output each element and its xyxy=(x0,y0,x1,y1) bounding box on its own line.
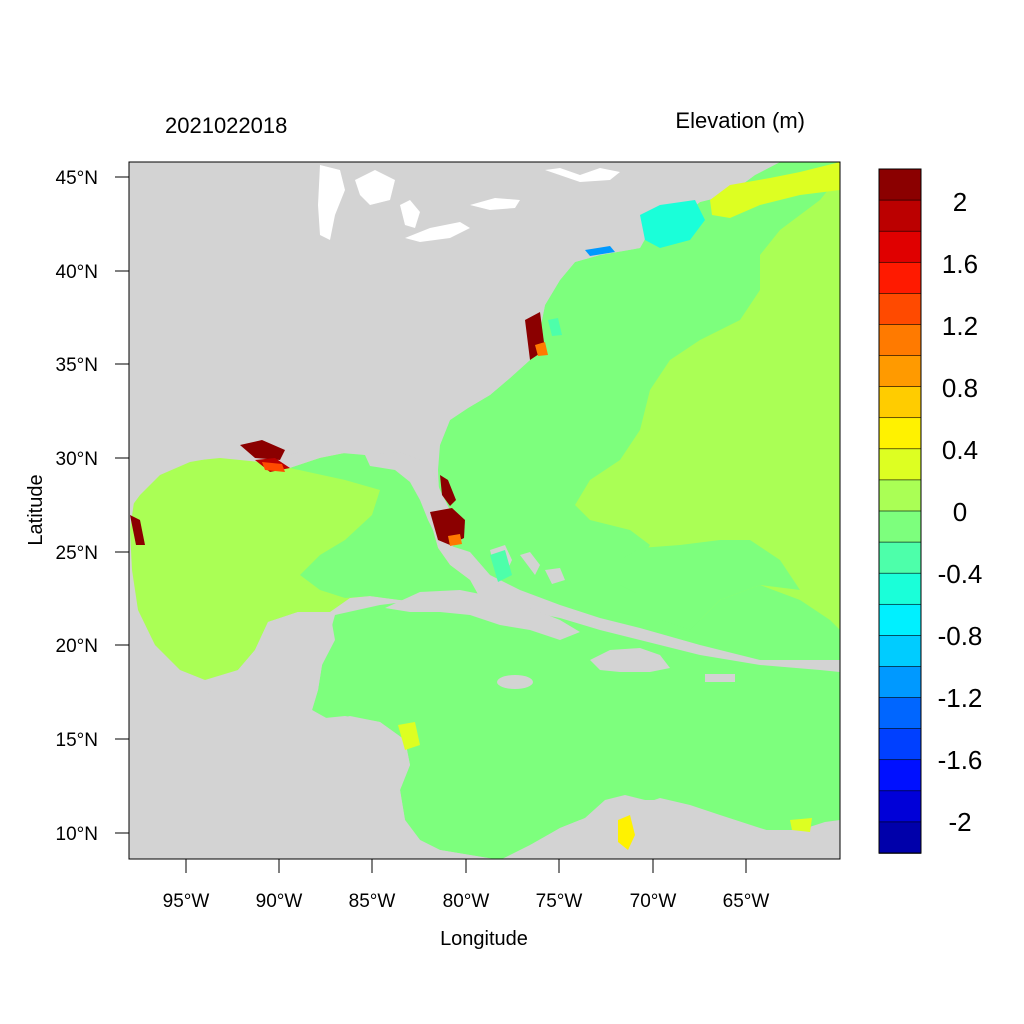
honduras-anomaly xyxy=(398,722,420,750)
colorbar-swatch xyxy=(878,510,922,543)
colorbar-label: -1.6 xyxy=(938,745,983,775)
gulf-northeast-zone xyxy=(290,452,480,602)
colorbar xyxy=(878,168,922,854)
nova-scotia-anomaly xyxy=(710,162,840,218)
x-axis-label: Longitude xyxy=(440,928,528,950)
x-tick-label: 70°W xyxy=(630,891,677,912)
cuba-land xyxy=(385,590,580,640)
y-tick-label: 20°N xyxy=(56,636,98,657)
bahamas-bank-anomaly xyxy=(490,550,512,582)
colorbar-label: 0.4 xyxy=(942,435,978,465)
colorbar-frame xyxy=(878,168,922,854)
colorbar-label: -1.2 xyxy=(938,683,983,713)
colorbar-swatch xyxy=(878,479,922,512)
colorbar-swatch xyxy=(878,355,922,388)
colorbar-swatch xyxy=(878,603,922,637)
jamaica-land xyxy=(497,675,533,689)
maracaibo-anomaly xyxy=(618,815,635,850)
colorbar-label: 2 xyxy=(953,187,967,217)
gulf-of-maine-anomaly xyxy=(640,200,705,248)
colorbar-label: 1.6 xyxy=(942,249,978,279)
x-tick-label: 75°W xyxy=(536,891,583,912)
x-tick-label: 95°W xyxy=(163,891,210,912)
hispaniola-land xyxy=(590,648,670,672)
colorbar-swatch xyxy=(878,697,922,730)
colorbar-swatch xyxy=(878,821,922,854)
colorbar-label: 1.2 xyxy=(942,311,978,341)
colorbar-label: -0.8 xyxy=(938,621,983,651)
colorbar-swatch xyxy=(878,572,922,606)
x-tick-label: 90°W xyxy=(256,891,303,912)
bahamas-land xyxy=(490,545,565,584)
caribbean-interior-patch xyxy=(620,540,800,630)
us-mainland-land xyxy=(129,162,780,510)
timestamp-title: 2021022018 xyxy=(165,113,287,138)
colorbar-swatch xyxy=(878,168,922,201)
trinidad-anomaly xyxy=(790,818,812,832)
colorbar-swatch xyxy=(878,386,922,419)
y-tick-label: 25°N xyxy=(56,543,98,564)
colorbar-swatch xyxy=(878,448,922,481)
plot-frame xyxy=(128,161,841,860)
yucatan-land xyxy=(129,612,494,859)
puerto-rico-land xyxy=(705,674,735,682)
colorbar-label: 0 xyxy=(953,497,967,527)
great-lakes xyxy=(318,165,620,242)
colorbar-swatch xyxy=(878,199,922,232)
colorbar-label: -0.4 xyxy=(938,559,983,589)
colorbar-labels: 2 1.6 1.2 0.8 0.4 0 -0.4 -0.8 -1.2 -1.6 … xyxy=(938,187,983,837)
atlantic-positive-anomaly xyxy=(575,175,840,630)
y-tick-label: 15°N xyxy=(56,730,98,751)
y-tick-label: 40°N xyxy=(56,262,98,283)
colorbar-swatch xyxy=(878,666,922,699)
colorbar-swatch xyxy=(878,790,922,823)
colorbar-label: -2 xyxy=(948,807,971,837)
colorbar-swatch xyxy=(878,759,922,792)
x-axis xyxy=(185,859,747,873)
x-tick-labels: 95°W 90°W 85°W 80°W 75°W 70°W 65°W xyxy=(163,891,770,912)
colorbar-swatch xyxy=(878,635,922,668)
y-tick-label: 10°N xyxy=(56,824,98,845)
x-tick-label: 85°W xyxy=(349,891,396,912)
storm-surge-highs xyxy=(130,312,548,546)
colorbar-swatch xyxy=(878,324,922,357)
colorbar-swatch xyxy=(878,230,922,264)
colorbar-swatch xyxy=(878,728,922,761)
map-area xyxy=(129,162,840,859)
y-tick-label: 30°N xyxy=(56,449,98,470)
colorbar-swatch xyxy=(878,541,922,574)
caribbean-sea xyxy=(312,600,840,859)
y-tick-label: 35°N xyxy=(56,355,98,376)
colorbar-swatch xyxy=(878,293,922,326)
colorbar-swatch xyxy=(878,261,922,295)
colorbar-swatch xyxy=(878,417,922,450)
long-island-anomaly xyxy=(585,246,615,256)
chesapeake-anomaly xyxy=(548,318,562,336)
y-tick-labels: 45°N 40°N 35°N 30°N 25°N 20°N 15°N 10°N xyxy=(56,168,98,845)
y-axis-label: Latitude xyxy=(25,474,47,545)
variable-title: Elevation (m) xyxy=(675,108,805,133)
south-america-land xyxy=(520,795,840,859)
y-axis xyxy=(115,176,129,834)
x-tick-label: 80°W xyxy=(443,891,490,912)
x-tick-label: 65°W xyxy=(723,891,770,912)
colorbar-label: 0.8 xyxy=(942,373,978,403)
y-tick-label: 45°N xyxy=(56,168,98,189)
